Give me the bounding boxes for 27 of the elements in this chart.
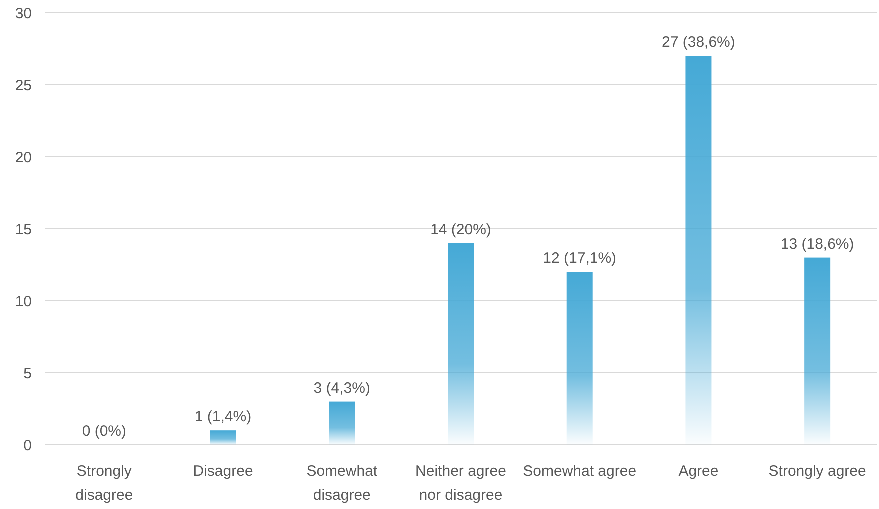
data-label: 13 (18,6%) — [780, 236, 854, 253]
data-label: 1 (1,4%) — [194, 408, 252, 426]
bar — [210, 430, 236, 445]
x-tick-label: Strongly agree — [768, 463, 866, 480]
y-tick-label: 0 — [24, 437, 32, 454]
y-tick-label: 5 — [24, 365, 32, 382]
y-tick-label: 15 — [15, 221, 32, 238]
x-tick-label: Disagree — [193, 463, 254, 480]
bar — [686, 56, 712, 445]
x-tick-label: Somewhat agree — [523, 463, 637, 480]
y-tick-label: 10 — [15, 293, 32, 310]
x-tick-label: Somewhat disagree — [306, 463, 378, 504]
data-label: 27 (38,6%) — [662, 34, 736, 52]
bar — [448, 243, 474, 445]
x-tick-label: Strongly disagree — [76, 463, 134, 504]
data-label: 0 (0%) — [82, 423, 127, 440]
data-label: 3 (4,3%) — [314, 380, 370, 397]
bar — [566, 272, 593, 445]
x-tick-label: Agree — [678, 463, 719, 480]
y-tick-label: 30 — [15, 5, 32, 22]
y-tick-label: 20 — [15, 149, 32, 166]
bar — [804, 258, 831, 445]
data-label: 12 (17,1%) — [543, 250, 617, 268]
x-tick-label: Neither agree nor disagree — [416, 463, 506, 504]
data-label: 14 (20%) — [430, 221, 492, 238]
y-tick-label: 25 — [15, 77, 32, 94]
bar — [329, 402, 356, 445]
